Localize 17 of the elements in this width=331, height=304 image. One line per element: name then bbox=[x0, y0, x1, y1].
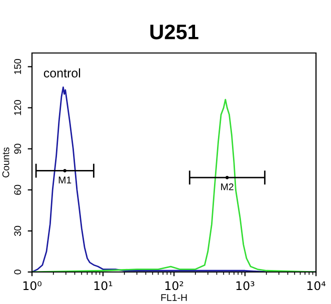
y-tick-label: 60 bbox=[14, 184, 22, 195]
y-tick-label: 30 bbox=[14, 226, 22, 236]
x-tick-label: 10¹ bbox=[94, 281, 112, 290]
annotation: M1 bbox=[58, 176, 72, 184]
y-tick-label: 90 bbox=[14, 144, 22, 154]
x-tick-label: 10⁴ bbox=[307, 281, 326, 290]
y-tick-label: 150 bbox=[14, 58, 22, 74]
y-tick-label: 0 bbox=[14, 270, 22, 274]
annotation: M2 bbox=[221, 183, 234, 190]
x-tick-label: 10² bbox=[165, 281, 184, 290]
chart-title: U251 bbox=[150, 24, 198, 40]
annotation: control bbox=[44, 68, 80, 78]
y-axis-title: Counts bbox=[2, 147, 10, 178]
x-tick-label: 10⁰ bbox=[23, 281, 42, 290]
y-tick-label: 120 bbox=[14, 100, 22, 116]
x-axis-title: FL1-H bbox=[161, 294, 187, 301]
x-tick-label: 10³ bbox=[236, 281, 254, 290]
